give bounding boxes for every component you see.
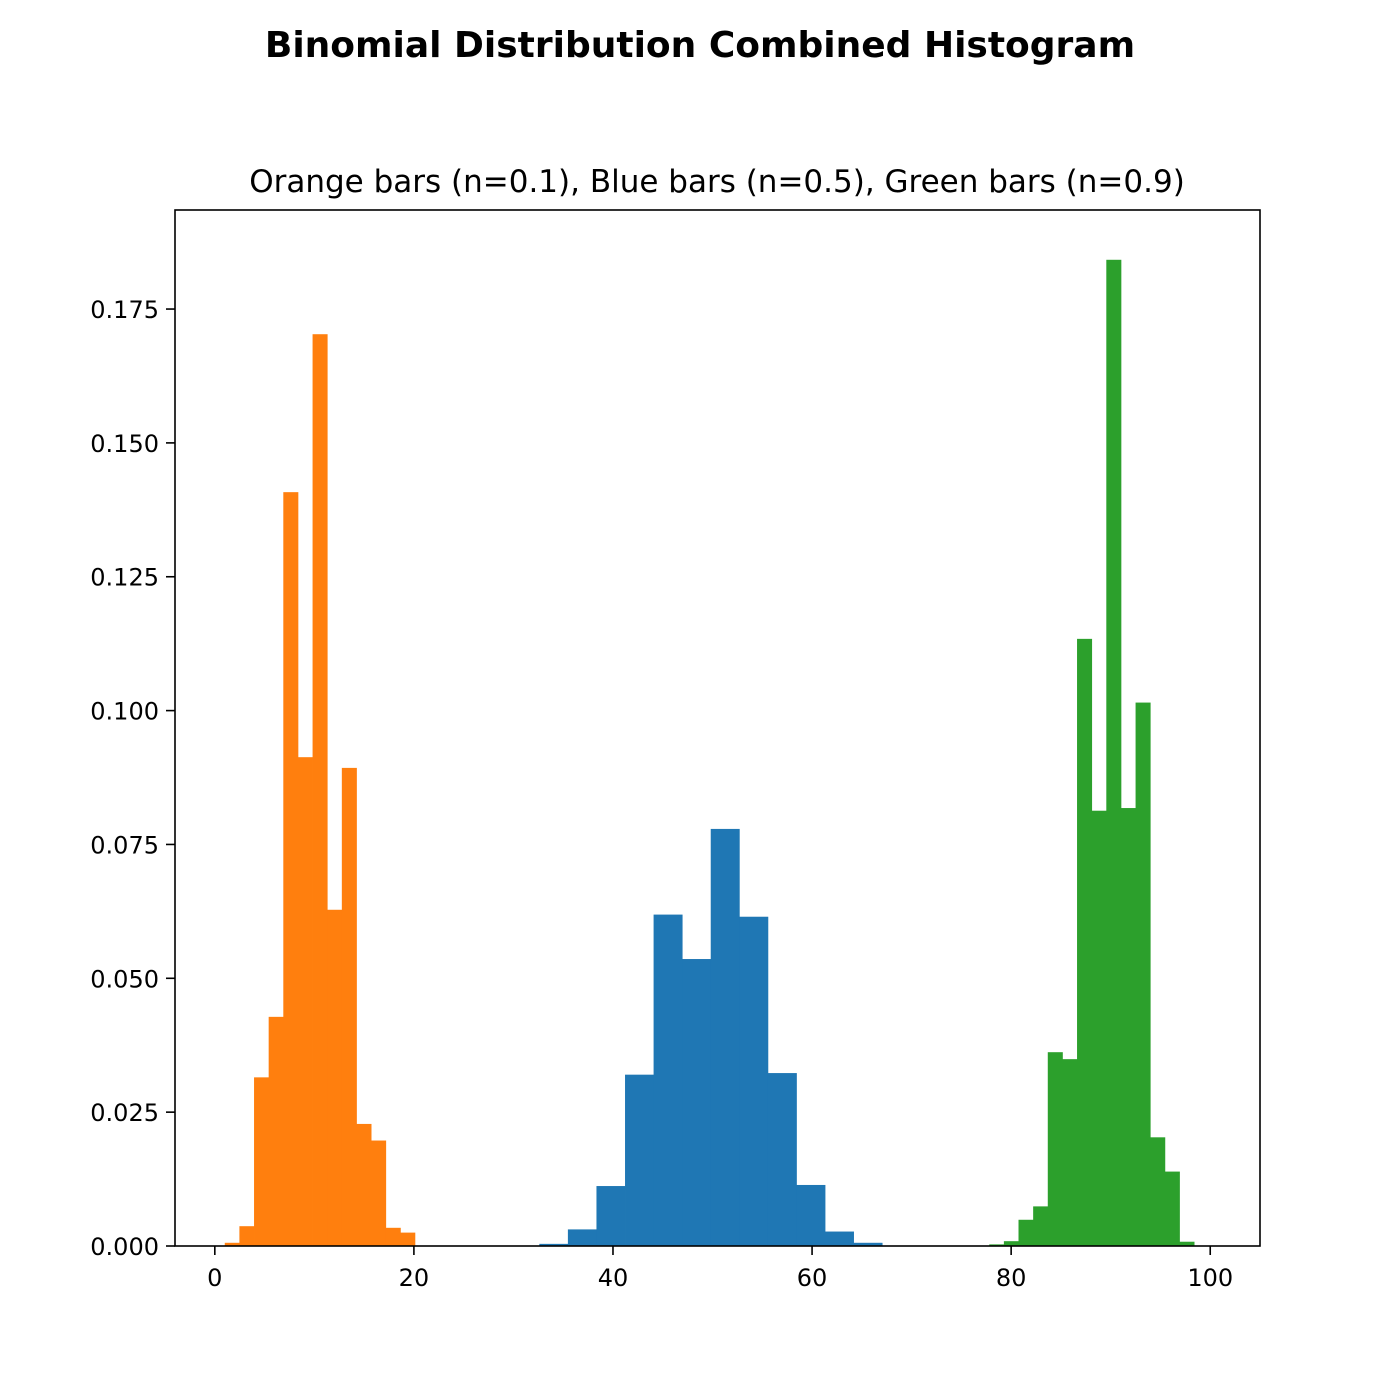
y-tick-label: 0.175 (90, 296, 159, 324)
y-axis: 0.000 0.025 0.050 0.075 0.100 0.125 0.150 0.175 (90, 296, 175, 1261)
histogram-bar-series-1 (385, 1227, 401, 1246)
y-tick-label: 0.150 (90, 430, 159, 458)
histogram-bar-series-1 (327, 909, 343, 1246)
histogram-bar-series-1 (341, 767, 357, 1246)
histogram-bar-series-3 (1120, 808, 1136, 1246)
histogram-bar-series-2 (653, 914, 683, 1246)
y-tick-label: 0.125 (90, 564, 159, 592)
histogram-bar-series-3 (1077, 638, 1093, 1246)
histogram-bar-series-1 (371, 1140, 387, 1246)
histogram-bar-series-1 (297, 757, 313, 1246)
histogram-bar-series-2 (625, 1074, 654, 1246)
x-tick-label: 20 (399, 1264, 430, 1292)
axes-title: Orange bars (n=0.1), Blue bars (n=0.5), … (249, 164, 1185, 200)
histogram-bar-series-3 (1106, 259, 1122, 1246)
x-tick-label: 100 (1187, 1264, 1233, 1292)
histogram-bar-series-1 (312, 334, 328, 1247)
histogram-bar-series-3 (1164, 1171, 1180, 1246)
histogram-bar-series-3 (1018, 1219, 1034, 1246)
histogram-bars (224, 259, 1195, 1247)
histogram-bar-series-3 (989, 1244, 1005, 1246)
histogram-bar-series-1 (268, 1016, 284, 1246)
histogram-bar-series-2 (796, 1184, 826, 1246)
histogram-bar-series-3 (1179, 1241, 1195, 1246)
histogram-bar-series-2 (682, 959, 712, 1246)
histogram-bar-series-2 (853, 1242, 883, 1246)
histogram-bar-series-2 (767, 1073, 797, 1246)
y-tick-label: 0.075 (90, 831, 159, 859)
x-tick-label: 60 (797, 1264, 828, 1292)
histogram-bar-series-2 (739, 916, 769, 1246)
y-tick-label: 0.025 (90, 1099, 159, 1127)
x-tick-label: 80 (996, 1264, 1027, 1292)
histogram-bar-series-3 (1135, 702, 1151, 1246)
x-axis: 0 20 40 60 80 100 (207, 1246, 1233, 1292)
histogram-bar-series-1 (239, 1226, 255, 1246)
histogram-bar-series-3 (1047, 1052, 1063, 1246)
x-tick-label: 0 (207, 1264, 222, 1292)
histogram-bar-series-1 (356, 1123, 372, 1246)
histogram-bar-series-2 (539, 1243, 569, 1246)
histogram-bar-series-2 (710, 828, 740, 1246)
histogram-bar-series-3 (1091, 810, 1107, 1246)
histogram-bar-series-2 (596, 1186, 626, 1246)
histogram-bar-series-3 (1003, 1241, 1019, 1246)
histogram-bar-series-2 (825, 1231, 854, 1246)
histogram-bar-series-1 (224, 1242, 240, 1246)
histogram-bar-series-1 (254, 1077, 270, 1246)
y-tick-label: 0.050 (90, 965, 159, 993)
axes-frame (174, 209, 1261, 1247)
histogram-bar-series-3 (1062, 1059, 1078, 1246)
x-tick-label: 40 (598, 1264, 629, 1292)
figure-suptitle: Binomial Distribution Combined Histogram (265, 25, 1135, 66)
histogram-bar-series-1 (283, 492, 299, 1246)
y-tick-label: 0.000 (90, 1233, 159, 1261)
y-tick-label: 0.100 (90, 698, 159, 726)
histogram-bar-series-2 (567, 1229, 597, 1246)
histogram-bar-series-1 (400, 1232, 416, 1246)
histogram-bar-series-3 (1033, 1206, 1049, 1246)
histogram-bar-series-3 (1150, 1137, 1166, 1246)
